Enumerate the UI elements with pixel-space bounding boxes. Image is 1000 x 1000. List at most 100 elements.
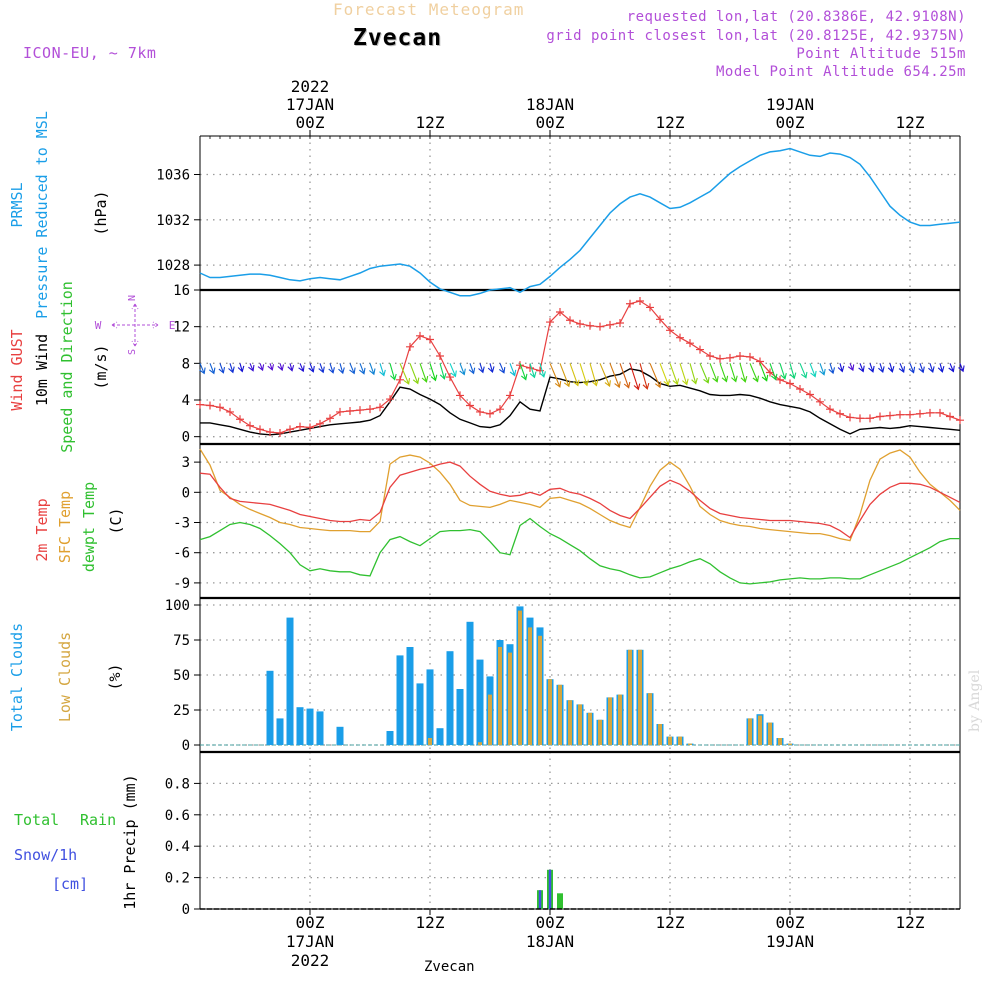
wind-direction-arrow	[248, 363, 255, 372]
time-label-bottom: 00Z	[536, 913, 565, 932]
wind-direction-arrow	[399, 363, 411, 385]
compass-s: S	[127, 349, 138, 355]
wind-direction-arrow	[589, 363, 599, 387]
wind-direction-arrow	[799, 363, 808, 379]
gust-marker	[886, 411, 894, 420]
wind-direction-arrow	[908, 363, 916, 374]
time-label-top: 00Z	[536, 113, 565, 132]
gust-marker	[576, 319, 584, 328]
pressure-ytick-label: 1036	[156, 168, 190, 184]
wind-ytick-label: 12	[173, 320, 190, 336]
wind-direction-arrow	[277, 363, 285, 372]
gust-marker	[926, 408, 934, 417]
temperature-ytick-label: 3	[182, 455, 190, 471]
gust-marker	[916, 409, 924, 418]
gust-marker	[866, 414, 874, 423]
wind-direction-arrow	[478, 363, 485, 374]
wind-direction-arrow	[837, 363, 845, 373]
temp-unit: (C)	[107, 507, 125, 534]
wind-direction-arrow	[918, 363, 925, 374]
wind-direction-arrow	[429, 363, 438, 382]
wind-direction-arrow	[749, 363, 760, 383]
wind-direction-arrow	[579, 363, 589, 387]
total-label: Total	[14, 811, 59, 829]
total-cloud-bar	[476, 659, 484, 745]
wind-direction-arrow	[267, 363, 275, 371]
wind-direction-arrow	[898, 363, 906, 373]
gust-marker	[946, 412, 954, 421]
low-cloud-bar	[618, 694, 622, 745]
gust-marker	[436, 352, 444, 360]
wind-direction-arrow	[487, 363, 495, 374]
low-cloud-bar	[508, 652, 512, 745]
gust-marker	[286, 425, 294, 434]
total-cloud-bar	[446, 651, 454, 745]
wind-direction-arrow	[669, 363, 680, 386]
wind-direction-arrow	[948, 363, 955, 373]
temperature-ytick-label: -6	[173, 546, 190, 562]
wind-direction-arrow	[287, 363, 295, 372]
time-label-top: 00Z	[776, 113, 805, 132]
wind-direction-arrow	[338, 363, 345, 375]
point-altitude: Point Altitude 515m	[796, 46, 966, 62]
wind-direction-arrow	[498, 363, 506, 374]
wind-direction-arrow	[679, 363, 689, 386]
wind-direction-arrow	[559, 363, 571, 388]
total-cloud-bar	[296, 707, 304, 745]
temp-2m-line	[199, 461, 961, 539]
gust-marker	[526, 363, 534, 372]
wind-direction-arrow	[308, 363, 315, 373]
low-cloud-bar	[498, 647, 502, 745]
wind-direction-arrow	[958, 363, 965, 373]
wind-direction-arrow	[649, 363, 662, 389]
wind-direction-arrow	[699, 363, 710, 384]
gust-marker	[726, 353, 734, 362]
low-cloud-bar	[538, 635, 542, 745]
gust-marker	[486, 409, 494, 418]
gust-marker	[546, 318, 554, 327]
clouds-ytick-label: 75	[173, 633, 190, 649]
pressure-label: PRMSL	[8, 182, 26, 227]
total-cloud-bar	[396, 655, 404, 745]
gust-marker	[646, 303, 654, 312]
total-cloud-bar	[386, 731, 394, 745]
total-cloud-bar	[406, 647, 414, 745]
low-cloud-bar	[598, 719, 602, 745]
compass-e: E	[169, 319, 176, 332]
wind-unit: (m/s)	[92, 344, 110, 389]
grid-point-coords: grid point closest lon,lat (20.8125E, 42…	[546, 28, 966, 44]
gust-label: Wind GUST	[8, 329, 26, 410]
date-label-top: 19JAN	[766, 95, 814, 114]
total-cloud-bar	[416, 683, 424, 745]
wind-direction-arrow	[887, 363, 895, 373]
wind-direction-arrow	[789, 363, 797, 380]
time-label-bottom: 12Z	[896, 913, 925, 932]
clouds-ytick-label: 0	[182, 738, 190, 754]
low-cloud-bar	[678, 736, 682, 745]
wind-direction-arrow	[529, 363, 537, 379]
gust-marker	[606, 320, 614, 329]
gust-marker	[806, 390, 814, 399]
low-cloud-bar	[688, 743, 692, 745]
gust-marker	[396, 375, 404, 384]
gust-marker	[216, 403, 224, 412]
wind-direction-arrow	[619, 363, 631, 389]
text-layer: 1028 1032 1036 0 4 8 12 16 3 0 -3 -6 -9 0 25 50 75 100 0 0.…	[8, 77, 925, 970]
gust-marker	[896, 410, 904, 419]
wind-direction-arrow	[389, 363, 397, 381]
gust-marker	[686, 339, 694, 348]
low-cloud-bar	[628, 649, 632, 745]
gust-marker	[346, 407, 354, 415]
wind-direction-arrow	[208, 363, 216, 375]
gust-marker	[616, 319, 624, 327]
gust-marker	[836, 409, 844, 418]
gust-marker	[466, 401, 474, 410]
total-cloud-bar	[466, 621, 474, 745]
credit-label: by Angel	[967, 669, 983, 732]
total-cloud-bar	[336, 726, 344, 745]
low-cloud-bar	[568, 700, 572, 745]
wind-direction-arrow	[629, 363, 641, 391]
wind-ytick-label: 8	[182, 356, 190, 372]
gust-marker	[586, 321, 594, 330]
total-cloud-bar	[316, 711, 324, 745]
